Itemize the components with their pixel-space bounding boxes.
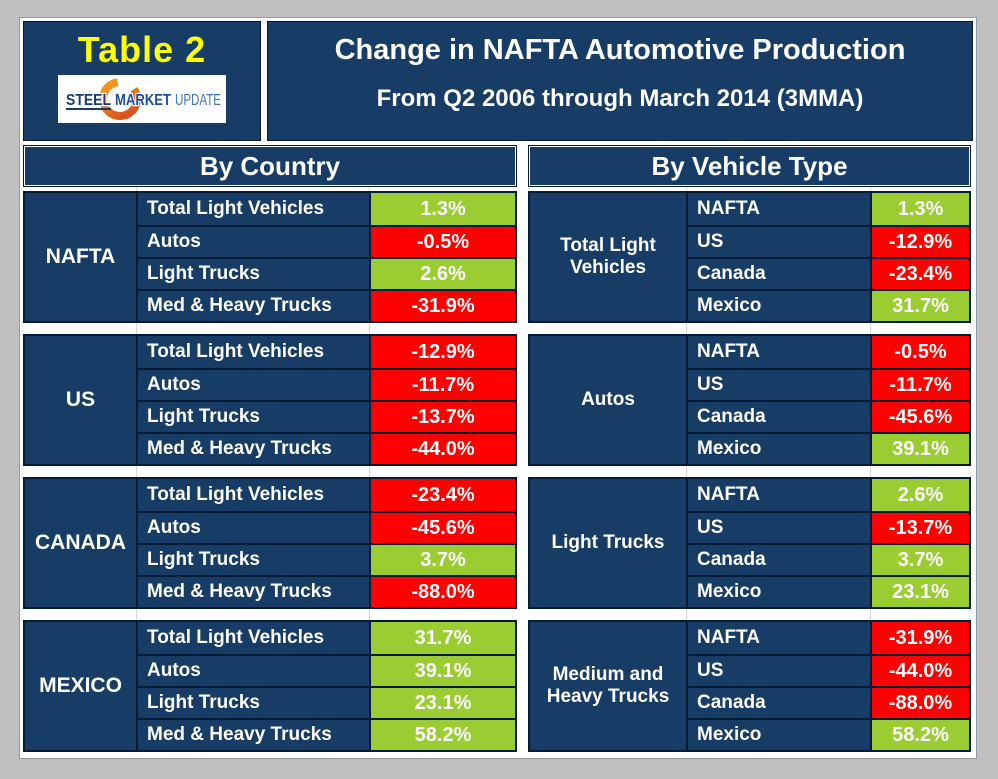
country-cell: US: [686, 368, 870, 400]
value-cell: 23.1%: [369, 686, 515, 718]
value-cell: -0.5%: [369, 225, 515, 257]
value-cell: -31.9%: [369, 289, 515, 321]
category-cell: Total Light Vehicles: [136, 479, 369, 511]
country-cell: Mexico: [686, 718, 870, 750]
category-cell: Light Trucks: [136, 400, 369, 432]
value-cell: 39.1%: [870, 432, 969, 464]
by-vehicle-type-table: By Vehicle Type Total Light Vehicles NAF…: [528, 145, 971, 752]
value-cell: 31.7%: [870, 289, 969, 321]
value-cell: -88.0%: [870, 686, 969, 718]
category-cell: Light Trucks: [136, 543, 369, 575]
country-cell: Canada: [686, 543, 870, 575]
by-country-table: By Country NAFTA Total Light Vehicles 1.…: [23, 145, 517, 752]
country-cell: Canada: [686, 257, 870, 289]
category-cell: Total Light Vehicles: [136, 336, 369, 368]
country-block-mexico: MEXICO Total Light Vehicles 31.7% Autos …: [23, 620, 517, 752]
category-cell: Light Trucks: [136, 257, 369, 289]
category-cell: Autos: [136, 368, 369, 400]
country-cell: US: [686, 654, 870, 686]
value-cell: 1.3%: [369, 193, 515, 225]
category-cell: Med & Heavy Trucks: [136, 718, 369, 750]
value-cell: 31.7%: [369, 622, 515, 654]
value-cell: -13.7%: [870, 511, 969, 543]
value-cell: -12.9%: [369, 336, 515, 368]
logo-steel-underline: [66, 107, 111, 110]
value-cell: -23.4%: [870, 257, 969, 289]
value-cell: 3.7%: [870, 543, 969, 575]
category-cell: Total Light Vehicles: [136, 193, 369, 225]
chart-title: Change in NAFTA Automotive Production: [334, 34, 906, 66]
value-cell: 3.7%: [369, 543, 515, 575]
country-cell: NAFTA: [686, 479, 870, 511]
category-cell: Light Trucks: [136, 686, 369, 718]
by-vehicle-type-header: By Vehicle Type: [528, 145, 971, 187]
category-cell: Med & Heavy Trucks: [136, 432, 369, 464]
group-cell: CANADA: [35, 530, 126, 554]
value-cell: -45.6%: [369, 511, 515, 543]
group-cell: NAFTA: [45, 244, 116, 268]
logo-word-update: UPDATE: [175, 92, 221, 109]
value-cell: 39.1%: [369, 654, 515, 686]
vehicle-block-medium-heavy-trucks: Medium and Heavy Trucks NAFTA -31.9% US …: [528, 620, 971, 752]
value-cell: -23.4%: [369, 479, 515, 511]
vehicle-block-light-trucks: Light Trucks NAFTA 2.6% US -13.7% Canada…: [528, 477, 971, 609]
value-cell: 58.2%: [369, 718, 515, 750]
value-cell: 23.1%: [870, 575, 969, 607]
country-cell: Mexico: [686, 575, 870, 607]
value-cell: 1.3%: [870, 193, 969, 225]
group-cell: Autos: [581, 389, 635, 411]
title-box: Change in NAFTA Automotive Production Fr…: [267, 21, 973, 141]
value-cell: 2.6%: [870, 479, 969, 511]
table-sheet: Table 2 STEEL MARKET UPDATE: [19, 17, 977, 759]
value-cell: -0.5%: [870, 336, 969, 368]
group-cell: Medium and Heavy Trucks: [546, 664, 670, 707]
country-cell: US: [686, 511, 870, 543]
table-number-label: Table 2: [77, 29, 207, 70]
category-cell: Med & Heavy Trucks: [136, 289, 369, 321]
country-cell: Mexico: [686, 432, 870, 464]
value-cell: -13.7%: [369, 400, 515, 432]
category-cell: Autos: [136, 511, 369, 543]
country-cell: NAFTA: [686, 336, 870, 368]
category-cell: Autos: [136, 225, 369, 257]
country-block-us: US Total Light Vehicles -12.9% Autos -11…: [23, 334, 517, 466]
vehicle-block-autos: Autos NAFTA -0.5% US -11.7% Canada -45.6…: [528, 334, 971, 466]
vehicle-block-total-light-vehicles: Total Light Vehicles NAFTA 1.3% US -12.9…: [528, 191, 971, 323]
country-block-nafta: NAFTA Total Light Vehicles 1.3% Autos -0…: [23, 191, 517, 323]
country-block-canada: CANADA Total Light Vehicles -23.4% Autos…: [23, 477, 517, 609]
value-cell: -44.0%: [870, 654, 969, 686]
by-country-header: By Country: [23, 145, 517, 187]
country-cell: NAFTA: [686, 622, 870, 654]
header-band: Table 2 STEEL MARKET UPDATE: [23, 21, 973, 141]
value-cell: 2.6%: [369, 257, 515, 289]
logo-word-market: MARKET: [115, 92, 171, 109]
smu-logo-graphic: STEEL MARKET UPDATE: [65, 77, 222, 120]
country-cell: Canada: [686, 686, 870, 718]
value-cell: -88.0%: [369, 575, 515, 607]
country-cell: NAFTA: [686, 193, 870, 225]
group-cell: Total Light Vehicles: [560, 235, 656, 278]
group-cell: US: [65, 387, 96, 411]
group-cell: MEXICO: [39, 673, 122, 697]
country-cell: Mexico: [686, 289, 870, 321]
country-cell: Canada: [686, 400, 870, 432]
group-cell: Light Trucks: [551, 532, 665, 554]
value-cell: -31.9%: [870, 622, 969, 654]
value-cell: -44.0%: [369, 432, 515, 464]
chart-subtitle: From Q2 2006 through March 2014 (3MMA): [376, 85, 864, 112]
value-cell: -11.7%: [870, 368, 969, 400]
table-number-box: Table 2 STEEL MARKET UPDATE: [23, 21, 261, 141]
category-cell: Autos: [136, 654, 369, 686]
tables-row: By Country NAFTA Total Light Vehicles 1.…: [23, 145, 973, 752]
category-cell: Med & Heavy Trucks: [136, 575, 369, 607]
value-cell: -12.9%: [870, 225, 969, 257]
value-cell: -45.6%: [870, 400, 969, 432]
value-cell: 58.2%: [870, 718, 969, 750]
logo-word-steel: STEEL: [66, 92, 111, 109]
value-cell: -11.7%: [369, 368, 515, 400]
smu-logo: STEEL MARKET UPDATE: [58, 74, 226, 123]
category-cell: Total Light Vehicles: [136, 622, 369, 654]
country-cell: US: [686, 225, 870, 257]
